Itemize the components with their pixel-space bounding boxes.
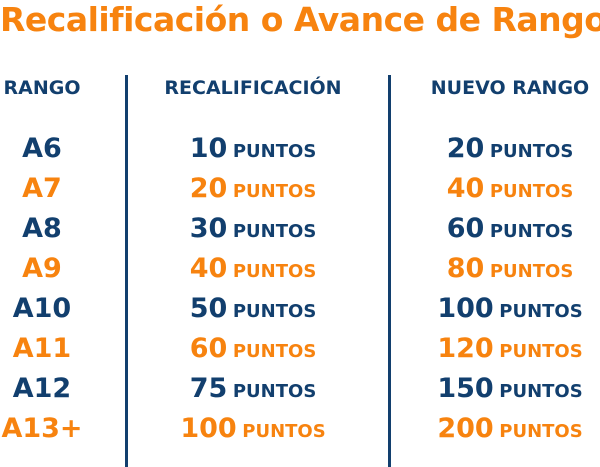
recal-cell: 10 PUNTOS (153, 133, 353, 164)
rango-cell: A8 (0, 213, 84, 244)
nuevo-cell: 120 PUNTOS (410, 333, 600, 364)
recal-points: 60 (189, 333, 228, 364)
recal-cell: 20 PUNTOS (153, 173, 353, 204)
unit-label: PUNTOS (232, 381, 317, 402)
nuevo-points: 150 (437, 373, 494, 404)
page-title: Recalificación o Avance de Rango (0, 0, 600, 39)
recal-cell: 30 PUNTOS (153, 213, 353, 244)
nuevo-points: 100 (437, 293, 494, 324)
recal-points: 50 (189, 293, 228, 324)
rango-cell: A11 (0, 333, 84, 364)
rango-value: A6 (22, 133, 62, 164)
header-recalificacion: RECALIFICACIÓN (164, 77, 342, 99)
recal-cell: 50 PUNTOS (153, 293, 353, 324)
recal-points: 100 (180, 413, 237, 444)
rango-value: A13+ (1, 413, 83, 444)
nuevo-points: 200 (437, 413, 494, 444)
rango-cell: A12 (0, 373, 84, 404)
recal-cell: 40 PUNTOS (153, 253, 353, 284)
rango-cell: A13+ (0, 413, 84, 444)
unit-label: PUNTOS (232, 181, 317, 202)
recal-points: 40 (189, 253, 228, 284)
unit-label: PUNTOS (232, 141, 317, 162)
rango-value: A10 (12, 293, 72, 324)
rango-value: A11 (12, 333, 72, 364)
rango-cell: A7 (0, 173, 84, 204)
rango-value: A7 (22, 173, 62, 204)
nuevo-points: 40 (446, 173, 485, 204)
unit-label: PUNTOS (232, 341, 317, 362)
nuevo-points: 80 (446, 253, 485, 284)
unit-label: PUNTOS (489, 141, 574, 162)
rango-value: A8 (22, 213, 62, 244)
rango-cell: A10 (0, 293, 84, 324)
unit-label: PUNTOS (489, 221, 574, 242)
unit-label: PUNTOS (489, 261, 574, 282)
nuevo-points: 60 (446, 213, 485, 244)
rango-value: A12 (12, 373, 72, 404)
recal-points: 20 (189, 173, 228, 204)
header-nuevo-rango: NUEVO RANGO (430, 77, 590, 99)
recal-cell: 100 PUNTOS (153, 413, 353, 444)
column-divider (388, 75, 391, 467)
unit-label: PUNTOS (499, 421, 583, 442)
unit-label: PUNTOS (499, 381, 583, 402)
unit-label: PUNTOS (232, 301, 317, 322)
recal-points: 75 (189, 373, 228, 404)
recal-points: 30 (189, 213, 228, 244)
column-divider (125, 75, 128, 467)
nuevo-cell: 100 PUNTOS (410, 293, 600, 324)
nuevo-cell: 20 PUNTOS (410, 133, 600, 164)
recal-cell: 75 PUNTOS (153, 373, 353, 404)
recal-cell: 60 PUNTOS (153, 333, 353, 364)
nuevo-cell: 80 PUNTOS (410, 253, 600, 284)
nuevo-points: 20 (446, 133, 485, 164)
header-rango: RANGO (3, 77, 81, 99)
nuevo-cell: 60 PUNTOS (410, 213, 600, 244)
rango-cell: A6 (0, 133, 84, 164)
unit-label: PUNTOS (232, 261, 317, 282)
recal-points: 10 (189, 133, 228, 164)
rango-cell: A9 (0, 253, 84, 284)
rango-value: A9 (22, 253, 62, 284)
nuevo-points: 120 (437, 333, 494, 364)
nuevo-cell: 200 PUNTOS (410, 413, 600, 444)
unit-label: PUNTOS (499, 301, 583, 322)
nuevo-cell: 150 PUNTOS (410, 373, 600, 404)
unit-label: PUNTOS (499, 341, 583, 362)
nuevo-cell: 40 PUNTOS (410, 173, 600, 204)
unit-label: PUNTOS (232, 221, 317, 242)
unit-label: PUNTOS (489, 181, 574, 202)
unit-label: PUNTOS (242, 421, 326, 442)
